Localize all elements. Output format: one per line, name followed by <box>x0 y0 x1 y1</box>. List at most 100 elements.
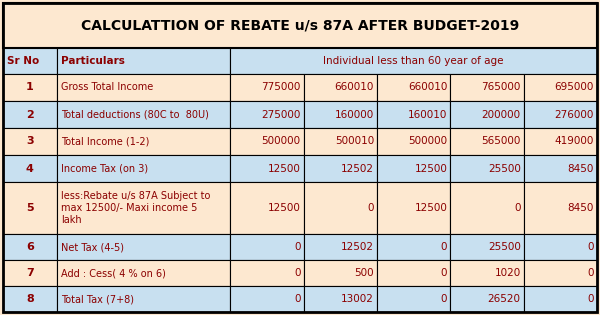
Bar <box>57 260 230 286</box>
Bar <box>451 101 524 128</box>
Text: 200000: 200000 <box>482 110 521 119</box>
Text: less:Rebate u/s 87A Subject to
max 12500/- Maxi income 5
lakh: less:Rebate u/s 87A Subject to max 12500… <box>61 192 210 225</box>
Bar <box>57 182 230 234</box>
Bar <box>3 48 57 74</box>
Text: Total Tax (7+8): Total Tax (7+8) <box>61 294 134 304</box>
Text: Individual less than 60 year of age: Individual less than 60 year of age <box>323 56 504 66</box>
Text: 565000: 565000 <box>481 136 521 146</box>
Text: 12500: 12500 <box>268 203 301 213</box>
Text: Gross Total Income: Gross Total Income <box>61 83 153 93</box>
Text: 0: 0 <box>587 242 594 252</box>
Text: CALCULATTION OF REBATE u/s 87A AFTER BUDGET-2019: CALCULATTION OF REBATE u/s 87A AFTER BUD… <box>81 19 519 32</box>
Text: 500010: 500010 <box>335 136 374 146</box>
Bar <box>451 128 524 155</box>
Bar <box>304 286 377 312</box>
Text: 8450: 8450 <box>568 163 594 174</box>
Bar <box>304 128 377 155</box>
Bar <box>377 260 451 286</box>
Text: 660010: 660010 <box>408 83 448 93</box>
Bar <box>524 234 597 260</box>
Bar <box>3 260 57 286</box>
Bar <box>451 260 524 286</box>
Text: 0: 0 <box>514 203 521 213</box>
Text: 5: 5 <box>26 203 34 213</box>
Bar <box>3 286 57 312</box>
Bar <box>230 155 304 182</box>
Text: 500000: 500000 <box>262 136 301 146</box>
Bar <box>230 101 304 128</box>
Bar <box>451 155 524 182</box>
Bar <box>451 182 524 234</box>
Text: 12502: 12502 <box>341 163 374 174</box>
Text: 12502: 12502 <box>341 242 374 252</box>
Bar <box>3 74 57 101</box>
Text: 695000: 695000 <box>554 83 594 93</box>
Bar <box>3 234 57 260</box>
Bar <box>3 3 597 48</box>
Text: 775000: 775000 <box>261 83 301 93</box>
Bar <box>230 74 304 101</box>
Text: 12500: 12500 <box>268 163 301 174</box>
Bar <box>377 234 451 260</box>
Text: Sr No: Sr No <box>7 56 39 66</box>
Text: 0: 0 <box>441 242 448 252</box>
Text: 26520: 26520 <box>488 294 521 304</box>
Bar <box>230 182 304 234</box>
Text: Total deductions (80C to  80U): Total deductions (80C to 80U) <box>61 110 209 119</box>
Text: 500: 500 <box>355 268 374 278</box>
Text: 12500: 12500 <box>415 203 448 213</box>
Bar <box>377 74 451 101</box>
Bar <box>304 74 377 101</box>
Bar <box>57 234 230 260</box>
Bar <box>377 286 451 312</box>
Bar <box>57 286 230 312</box>
Bar <box>524 182 597 234</box>
Bar <box>230 128 304 155</box>
Text: 419000: 419000 <box>554 136 594 146</box>
Bar <box>230 234 304 260</box>
Bar <box>524 155 597 182</box>
Bar <box>57 48 230 74</box>
Text: Income Tax (on 3): Income Tax (on 3) <box>61 163 148 174</box>
Text: 12500: 12500 <box>415 163 448 174</box>
Text: 276000: 276000 <box>554 110 594 119</box>
Text: 3: 3 <box>26 136 34 146</box>
Bar <box>524 260 597 286</box>
Text: 2: 2 <box>26 110 34 119</box>
Bar <box>524 286 597 312</box>
Text: 0: 0 <box>294 294 301 304</box>
Bar <box>304 155 377 182</box>
Bar <box>451 74 524 101</box>
Bar <box>377 155 451 182</box>
Bar <box>57 101 230 128</box>
Text: 6: 6 <box>26 242 34 252</box>
Bar <box>57 74 230 101</box>
Text: 0: 0 <box>441 294 448 304</box>
Bar <box>230 286 304 312</box>
Text: 13002: 13002 <box>341 294 374 304</box>
Text: 160000: 160000 <box>335 110 374 119</box>
Text: 0: 0 <box>441 268 448 278</box>
Text: 765000: 765000 <box>481 83 521 93</box>
Text: Add : Cess( 4 % on 6): Add : Cess( 4 % on 6) <box>61 268 166 278</box>
Bar <box>304 260 377 286</box>
Bar <box>304 234 377 260</box>
Bar <box>524 74 597 101</box>
Text: 0: 0 <box>587 294 594 304</box>
Bar <box>304 182 377 234</box>
Text: 8: 8 <box>26 294 34 304</box>
Text: Total Income (1-2): Total Income (1-2) <box>61 136 149 146</box>
Text: 0: 0 <box>587 268 594 278</box>
Bar <box>524 128 597 155</box>
Bar <box>377 101 451 128</box>
Bar <box>57 155 230 182</box>
Bar <box>57 128 230 155</box>
Text: 25500: 25500 <box>488 163 521 174</box>
Bar <box>3 128 57 155</box>
Text: 0: 0 <box>367 203 374 213</box>
Text: 7: 7 <box>26 268 34 278</box>
Text: 275000: 275000 <box>261 110 301 119</box>
Text: 660010: 660010 <box>335 83 374 93</box>
Text: 8450: 8450 <box>568 203 594 213</box>
Text: Particulars: Particulars <box>61 56 125 66</box>
